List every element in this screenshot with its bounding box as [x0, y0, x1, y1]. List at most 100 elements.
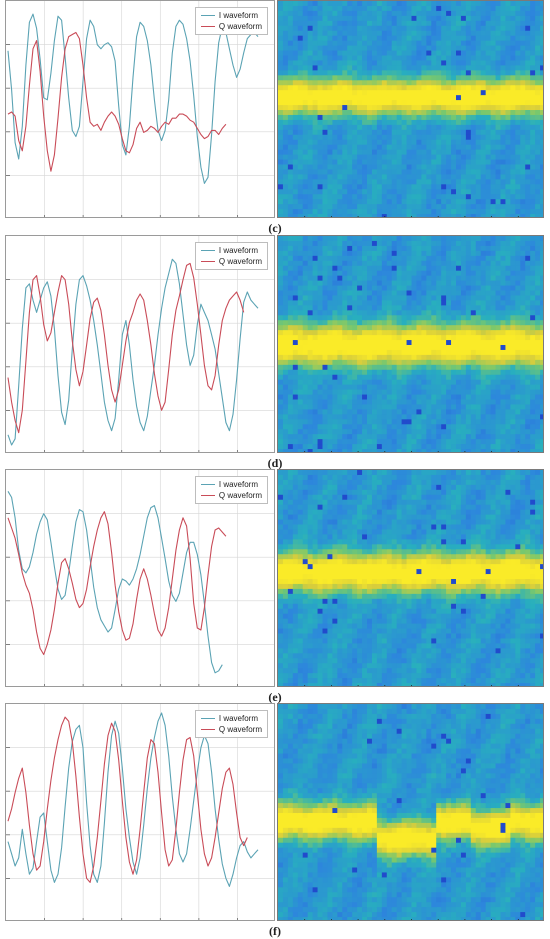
spectrogram-cell	[535, 110, 540, 115]
spectrogram-cell	[515, 130, 520, 135]
spectrogram-cell	[486, 325, 491, 330]
spectrogram-cell	[303, 165, 308, 170]
spectrogram-cell	[337, 350, 342, 355]
spectrogram-cell	[327, 1, 332, 6]
spectrogram-cell	[426, 130, 431, 135]
spectrogram-cell	[392, 404, 397, 409]
spectrogram-cell	[481, 115, 486, 120]
spectrogram-cell	[436, 295, 441, 300]
spectrogram-cell	[431, 266, 436, 271]
spectrogram-cell	[332, 130, 337, 135]
spectrogram-cell	[387, 100, 392, 105]
spectrogram-cell	[535, 276, 540, 281]
spectrogram-cell	[337, 204, 342, 209]
spectrogram-cell	[412, 305, 417, 310]
spectrogram-cell	[496, 291, 501, 296]
spectrogram-cell	[372, 360, 377, 365]
spectrogram-cell	[481, 434, 486, 439]
spectrogram-cell	[481, 70, 486, 75]
spectrogram-cell	[332, 145, 337, 150]
spectrogram-cell	[501, 140, 506, 145]
spectrogram-cell	[491, 335, 496, 340]
spectrogram-cell	[540, 209, 544, 214]
spectrogram-cell	[436, 300, 441, 305]
spectrogram-cell	[278, 194, 283, 199]
spectrogram-cell	[540, 60, 544, 65]
spectrogram-cell	[412, 276, 417, 281]
spectrogram-cell	[510, 266, 515, 271]
spectrogram-cell	[382, 90, 387, 95]
spectrogram-cell	[520, 179, 525, 184]
spectrogram-cell	[426, 424, 431, 429]
spectrogram-cell	[342, 370, 347, 375]
spectrogram-cell	[313, 65, 318, 70]
spectrogram-cell	[496, 434, 501, 439]
spectrogram-cell	[471, 320, 476, 325]
spectrogram-cell	[540, 160, 544, 165]
spectrogram-cell	[535, 310, 540, 315]
spectrogram-cell	[337, 70, 342, 75]
spectrogram-cell	[278, 549, 283, 554]
spectrogram-cell	[525, 155, 530, 160]
spectrogram-cell	[441, 65, 446, 70]
spectrogram-cell	[387, 286, 392, 291]
spectrogram-cell	[372, 251, 377, 256]
spectrogram-cell	[392, 160, 397, 165]
spectrogram-cell	[481, 400, 486, 405]
spectrogram-cell	[421, 85, 426, 90]
spectrogram-cell	[288, 475, 293, 480]
spectrogram-cell	[372, 115, 377, 120]
spectrogram-cell	[515, 385, 520, 390]
spectrogram-cell	[303, 276, 308, 281]
spectrogram-cell	[337, 11, 342, 16]
spectrogram-cell	[308, 1, 313, 6]
spectrogram-cell	[412, 241, 417, 246]
spectrogram-cell	[387, 160, 392, 165]
spectrogram-cell	[387, 365, 392, 370]
spectrogram-cell	[337, 330, 342, 335]
spectrogram-cell	[342, 266, 347, 271]
spectrogram-cell	[515, 184, 520, 189]
spectrogram-cell	[402, 46, 407, 51]
spectrogram-cell	[342, 65, 347, 70]
spectrogram-cell	[367, 100, 372, 105]
spectrogram-cell	[535, 150, 540, 155]
spectrogram-cell	[426, 209, 431, 214]
spectrogram-cell	[362, 305, 367, 310]
spectrogram-cell	[278, 41, 283, 46]
spectrogram-cell	[357, 56, 362, 61]
spectrogram-cell	[303, 85, 308, 90]
spectrogram-cell	[402, 150, 407, 155]
spectrogram-cell	[303, 189, 308, 194]
spectrogram-cell	[446, 390, 451, 395]
spectrogram-cell	[446, 355, 451, 360]
spectrogram-cell	[456, 80, 461, 85]
spectrogram-cell	[436, 199, 441, 204]
spectrogram-cell	[510, 21, 515, 26]
spectrogram-cell	[308, 350, 313, 355]
spectrogram-cell	[323, 315, 328, 320]
spectrogram-cell	[407, 194, 412, 199]
spectrogram-cell	[540, 51, 544, 56]
spectrogram-cell	[421, 246, 426, 251]
spectrogram-cell	[327, 70, 332, 75]
spectrogram-cell	[397, 395, 402, 400]
spectrogram-cell	[530, 189, 535, 194]
spectrogram-cell	[501, 204, 506, 209]
spectrogram-cell	[352, 100, 357, 105]
spectrogram-cell	[372, 174, 377, 179]
spectrogram-cell	[352, 409, 357, 414]
spectrogram-cell	[501, 51, 506, 56]
spectrogram-cell	[461, 140, 466, 145]
spectrogram-cell	[283, 594, 288, 599]
spectrogram-cell	[515, 41, 520, 46]
spectrogram-cell	[387, 85, 392, 90]
spectrogram-cell	[412, 145, 417, 150]
spectrogram-cell	[347, 380, 352, 385]
spectrogram-cell	[461, 26, 466, 31]
spectrogram-cell	[471, 365, 476, 370]
spectrogram-cell	[327, 385, 332, 390]
spectrogram-cell	[288, 199, 293, 204]
spectrogram-cell	[308, 130, 313, 135]
spectrogram-cell	[456, 409, 461, 414]
